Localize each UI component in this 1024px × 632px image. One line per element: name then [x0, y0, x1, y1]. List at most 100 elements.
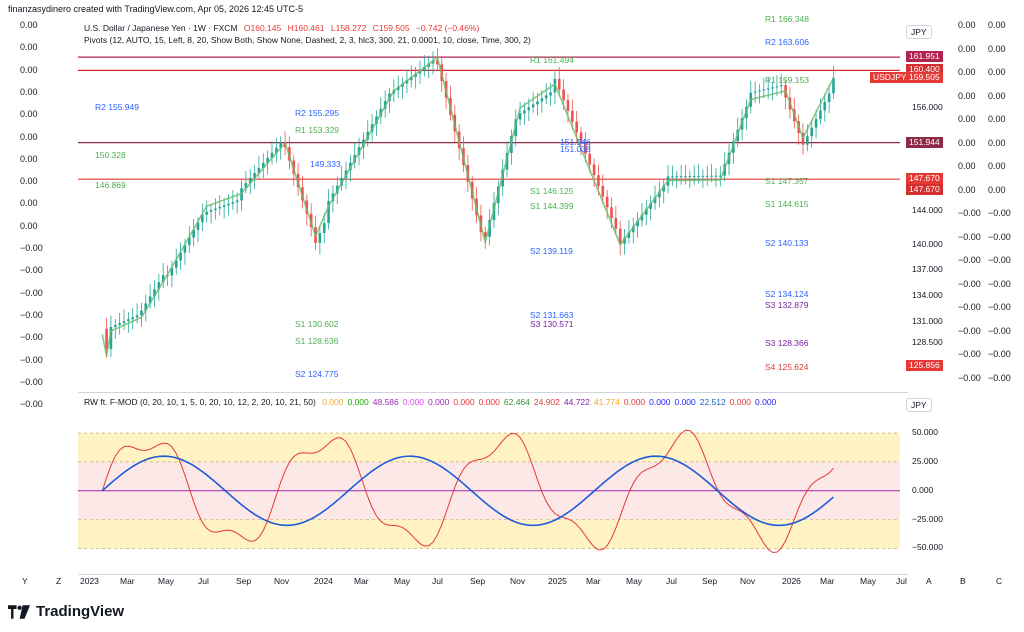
candle-body: [584, 143, 587, 154]
tradingview-brand[interactable]: TradingView: [8, 603, 124, 620]
left-scale-value: −0.00: [20, 376, 43, 387]
candle-body: [675, 176, 679, 178]
candle-body: [227, 203, 230, 206]
pivots-legend[interactable]: Pivots (12, AUTO, 15, Left, 8, 20, Show …: [84, 35, 531, 45]
pivot-level-label: 151.946: [560, 136, 591, 147]
time-axis-label: May: [860, 576, 877, 586]
oscillator-value: 44.722: [563, 397, 590, 407]
time-axis-label: Z: [56, 576, 62, 586]
time-axis[interactable]: Y Z 2023 Mar May Jul Sep Nov 2024 Mar May Jul Sep Nov…: [22, 576, 1002, 588]
price-badge[interactable]: 147.670: [906, 184, 943, 196]
left-scale-value: 0.00: [20, 220, 38, 231]
candle-body: [562, 89, 565, 101]
left-scale[interactable]: 0.00 0.00 0.00 0.00 0.00 0.00 0.00 0.00 0.00 0.00…: [0, 14, 78, 574]
pivot-level-label: S3 128.366: [765, 338, 809, 349]
price-badge[interactable]: USDJPY: [870, 72, 910, 84]
oscillator-value: 0.000: [649, 397, 671, 407]
pivot-level-label: S2 131.663: [530, 309, 574, 320]
time-axis-label: A: [926, 576, 932, 586]
price-axis-label: 131.000: [912, 315, 943, 326]
currency-label[interactable]: JPY: [906, 25, 932, 39]
candle-body: [105, 328, 108, 350]
low-value: L158.272: [330, 23, 367, 33]
candle-body: [196, 222, 200, 230]
candle-body: [235, 200, 239, 203]
oscillator-name[interactable]: RW ft. F-MOD (0, 20, 10, 1, 5, 0, 20, 10…: [84, 397, 316, 407]
candle-body: [209, 210, 213, 212]
candle-body: [627, 232, 631, 239]
candle-body: [144, 303, 148, 311]
candle-body: [640, 214, 644, 221]
candle-body: [218, 206, 222, 209]
right-outer-scales[interactable]: 0.00 0.00 0.00 0.00 0.00 0.00 0.00 0.00 −0.00 −0.…: [958, 14, 1024, 574]
pivot-level-label: S1 130.602: [295, 319, 339, 330]
outer-scale-a-value: 0.00: [958, 137, 976, 148]
candle-body: [579, 132, 583, 144]
candle-body: [214, 208, 217, 211]
outer-scale-b-value: 0.00: [988, 90, 1006, 101]
pivot-level-label: S2 124.775: [295, 368, 339, 379]
outer-scale-a-value: 0.00: [958, 67, 976, 77]
outer-scale-a-value: 0.00: [958, 43, 976, 54]
outer-scale-a-value: −0.00: [958, 255, 981, 265]
left-scale-value: 0.00: [20, 20, 38, 30]
candle-body: [170, 267, 174, 276]
left-scale-value: 0.00: [20, 131, 38, 142]
currency-label-oscillator[interactable]: JPY: [906, 398, 932, 412]
author-line: finanzasydinero created with TradingView…: [8, 4, 304, 14]
candle-body: [601, 185, 605, 197]
left-scale-value: 0.00: [20, 86, 38, 97]
price-badge[interactable]: 161.951: [906, 51, 943, 63]
time-axis-label: C: [996, 576, 1003, 586]
outer-scale-a-value: −0.00: [958, 302, 981, 312]
candle-body: [779, 85, 783, 87]
price-badge[interactable]: 159.505: [906, 72, 943, 84]
outer-scale-a-value: 0.00: [958, 184, 976, 195]
time-axis-label: Mar: [354, 576, 369, 586]
price-badge[interactable]: 147.670: [906, 173, 943, 185]
candle-body: [187, 237, 191, 246]
time-axis-label: B: [960, 576, 966, 586]
candle-body: [161, 274, 165, 283]
candle-body: [557, 78, 561, 90]
candle-body: [605, 196, 609, 208]
pivot-level-label: R2 163.606: [765, 37, 809, 47]
candle-body: [179, 252, 182, 261]
candle-body: [201, 214, 204, 223]
pivot-level-label: S2 134.124: [765, 288, 809, 299]
outer-scale-a-value: 0.00: [958, 161, 976, 171]
oscillator-value: 41.774: [593, 397, 620, 407]
candle-body: [701, 175, 705, 177]
price-badge[interactable]: 160.400: [906, 64, 943, 76]
pivot-level-label: R1 161.494: [530, 55, 574, 66]
pivot-level-label: 150.328: [95, 150, 126, 161]
pivot-level-label: S1 144.399: [530, 201, 574, 212]
main-legend: U.S. Dollar / Japanese Yen · 1W · FXCM O…: [84, 23, 483, 33]
outer-scale-b-value: 0.00: [988, 114, 1006, 124]
pivot-level-label: 146.869: [95, 180, 126, 191]
pivot-level-label: S4 125.624: [765, 361, 809, 372]
price-badge[interactable]: 151.944: [906, 136, 943, 148]
pivot-level-label: S1 128.636: [295, 335, 339, 346]
oscillator-value: 0.000: [322, 397, 344, 407]
price-badge[interactable]: 125.856: [906, 359, 943, 371]
candle-body: [684, 176, 687, 178]
candle-body: [148, 296, 152, 304]
time-axis-label: Y: [22, 576, 28, 586]
pane-separator[interactable]: [78, 392, 908, 393]
candle-body: [531, 104, 535, 108]
outer-scale-b-value: 0.00: [988, 67, 1006, 77]
candle-body: [631, 226, 635, 233]
symbol-label[interactable]: U.S. Dollar / Japanese Yen · 1W · FXCM: [84, 23, 238, 33]
pivot-level-label: S3 130.571: [530, 319, 574, 330]
tradingview-logo-icon: [8, 604, 30, 619]
candle-body: [275, 147, 278, 153]
candle-body: [205, 211, 209, 215]
outer-scale-b-value: −0.00: [988, 302, 1011, 312]
outer-scale-b-value: −0.00: [988, 231, 1011, 242]
left-scale-value: −0.00: [20, 287, 43, 298]
outer-scale-a-value: 0.00: [958, 114, 976, 124]
candle-body: [131, 317, 135, 320]
outer-scale-b-value: −0.00: [988, 325, 1011, 336]
